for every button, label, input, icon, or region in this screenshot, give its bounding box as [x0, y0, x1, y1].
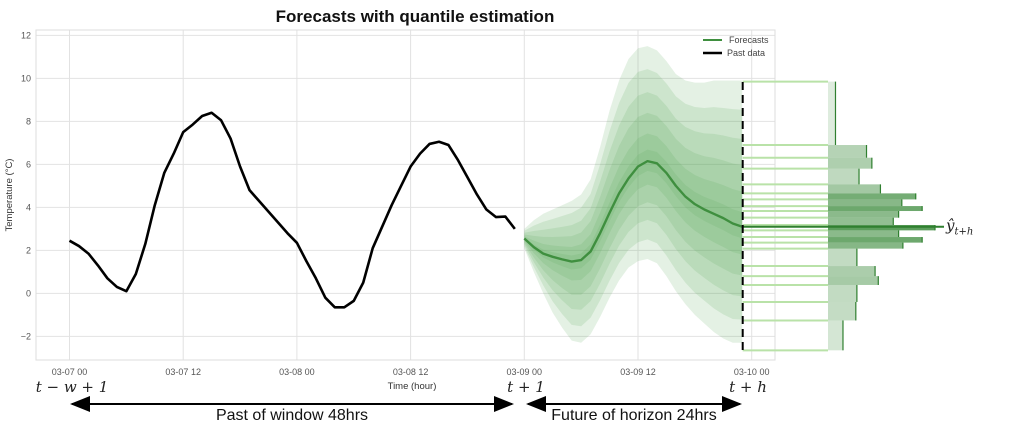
- y-tick-label: 12: [21, 30, 31, 40]
- histogram-bar: [828, 301, 856, 321]
- quantile-band: [524, 112, 743, 295]
- past-data-line: [68, 111, 516, 309]
- histogram-bar: [828, 168, 860, 185]
- quantile-band: [524, 69, 743, 327]
- grid: [36, 30, 775, 360]
- x-tick-label: 03-08 12: [393, 367, 429, 377]
- y-tick-label: 0: [26, 288, 31, 298]
- horizon-start-label: t + 1: [507, 378, 545, 396]
- yhat-base: ŷ: [945, 217, 955, 235]
- legend: Forecasts Past data: [703, 35, 769, 58]
- histogram-bar: [828, 81, 836, 146]
- y-tick-label: 6: [26, 159, 31, 169]
- yhat-subscript: t+h: [954, 227, 973, 238]
- histogram-bar: [828, 211, 899, 218]
- quantile-lines: [742, 80, 828, 352]
- x-axis-label: Time (hour): [388, 381, 437, 392]
- quantile-band: [524, 92, 743, 310]
- x-tick-label: 03-07 12: [165, 367, 201, 377]
- x-tick-label: 03-08 00: [279, 367, 315, 377]
- histogram-bar: [828, 242, 903, 249]
- y-tick-label: −2: [21, 331, 31, 341]
- histogram-bar: [828, 320, 843, 351]
- point-forecast-label: ŷt+h: [945, 217, 973, 238]
- y-tick-label: 8: [26, 116, 31, 126]
- histogram-bar: [828, 206, 923, 212]
- future-horizon-text: Future of horizon 24hrs: [551, 407, 716, 424]
- histogram-bar: [828, 184, 881, 194]
- y-axis-label: Temperature (°C): [4, 159, 15, 232]
- histogram-bar: [828, 248, 857, 267]
- quantile-histogram: [828, 81, 936, 351]
- x-tick-label: 03-10 00: [734, 367, 770, 377]
- histogram-bar: [828, 237, 923, 243]
- x-tick-label: 03-07 00: [52, 367, 88, 377]
- legend-forecasts-label: Forecasts: [729, 35, 769, 45]
- x-tick-label: 03-09 00: [507, 367, 543, 377]
- past-window-text: Past of window 48hrs: [216, 407, 368, 424]
- y-tick-label: 2: [26, 245, 31, 255]
- quantile-bands: [524, 46, 743, 343]
- histogram-bar: [828, 284, 857, 302]
- histogram-bar: [828, 145, 867, 158]
- x-tick-label: 03-09 12: [620, 367, 656, 377]
- histogram-bar: [828, 199, 902, 207]
- histogram-bar: [828, 266, 876, 277]
- legend-past-data-label: Past data: [727, 48, 765, 58]
- histogram-bar: [828, 193, 916, 200]
- y-axis-ticks: −2 0 2 4 6 8 10 12: [21, 30, 31, 341]
- y-tick-label: 10: [21, 73, 31, 83]
- histogram-bar: [828, 276, 879, 285]
- histogram-bar: [828, 157, 872, 169]
- window-start-label: t − w + 1: [36, 378, 109, 396]
- chart-title: Forecasts with quantile estimation: [276, 7, 555, 26]
- forecast-median-line: [523, 159, 743, 263]
- histogram-bar: [828, 217, 894, 225]
- plot-frame: [35, 29, 776, 361]
- quantile-band: [524, 46, 743, 343]
- y-tick-label: 4: [26, 202, 31, 212]
- histogram-bar: [828, 230, 899, 238]
- x-axis-ticks: 03-07 00 03-07 12 03-08 00 03-08 12 03-09 00…: [52, 367, 770, 377]
- horizon-end-label: t + h: [729, 378, 767, 396]
